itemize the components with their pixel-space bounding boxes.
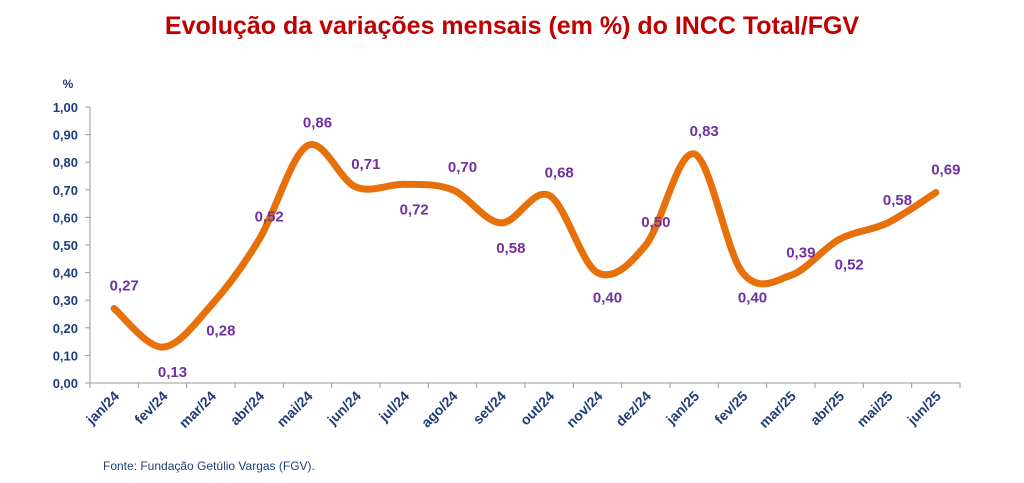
y-tick-label: 1,00	[53, 100, 78, 115]
y-tick-label: 0,50	[53, 238, 78, 253]
x-tick-label: abr/24	[227, 388, 268, 429]
data-label: 0,40	[593, 290, 622, 307]
x-tick-label: jan/25	[662, 388, 702, 428]
y-tick-label: 0,60	[53, 210, 78, 225]
y-tick-label: 0,20	[53, 321, 78, 336]
data-label: 0,50	[641, 214, 670, 231]
x-tick-label: ago/24	[418, 388, 461, 431]
data-label: 0,69	[931, 162, 960, 179]
x-tick-label: out/24	[517, 388, 558, 429]
data-label: 0,70	[448, 159, 477, 176]
data-label: 0,40	[738, 290, 767, 307]
x-tick-label: set/24	[470, 388, 510, 428]
x-tick-label: mar/25	[756, 388, 799, 431]
data-label: 0,58	[883, 192, 912, 209]
y-tick-label: 0,40	[53, 266, 78, 281]
data-label: 0,58	[496, 240, 525, 257]
data-label: 0,52	[835, 256, 864, 273]
x-tick-label: jun/24	[323, 388, 364, 429]
data-label: 0,83	[690, 123, 719, 140]
x-tick-label: mar/24	[176, 388, 219, 431]
data-label: 0,27	[110, 277, 139, 294]
data-label: 0,68	[545, 164, 574, 181]
series-line	[110, 141, 940, 351]
y-tick-label: 0,10	[53, 348, 78, 363]
data-label: 0,86	[303, 115, 332, 132]
x-tick-label: jan/24	[82, 388, 122, 428]
data-label: 0,13	[158, 364, 187, 381]
y-axis-label: %	[63, 77, 74, 91]
y-tick-label: 0,30	[53, 293, 78, 308]
x-tick-label: mai/25	[853, 388, 895, 430]
x-tick-label: dez/24	[612, 388, 654, 430]
x-tick-label: fev/25	[711, 388, 751, 428]
y-tick-label: 0,70	[53, 183, 78, 198]
data-label: 0,39	[786, 244, 815, 261]
x-tick-label: abr/25	[807, 388, 848, 429]
data-label: 0,72	[400, 201, 429, 218]
data-label: 0,71	[351, 156, 380, 173]
y-tick-label: 0,00	[53, 376, 78, 391]
chart-title: Evolução da variações mensais (em %) do …	[164, 12, 860, 40]
x-tick-label: fev/24	[131, 388, 171, 428]
y-tick-label: 0,80	[53, 155, 78, 170]
x-tick-label: jul/24	[375, 388, 412, 425]
x-tick-label: nov/24	[563, 388, 606, 431]
data-label: 0,52	[255, 208, 284, 225]
x-tick-label: mai/24	[273, 388, 315, 430]
x-tick-label: jun/25	[903, 388, 944, 429]
data-label: 0,28	[206, 323, 235, 340]
y-tick-label: 0,90	[53, 128, 78, 143]
source-note: Fonte: Fundação Getúlio Vargas (FGV).	[103, 459, 315, 473]
